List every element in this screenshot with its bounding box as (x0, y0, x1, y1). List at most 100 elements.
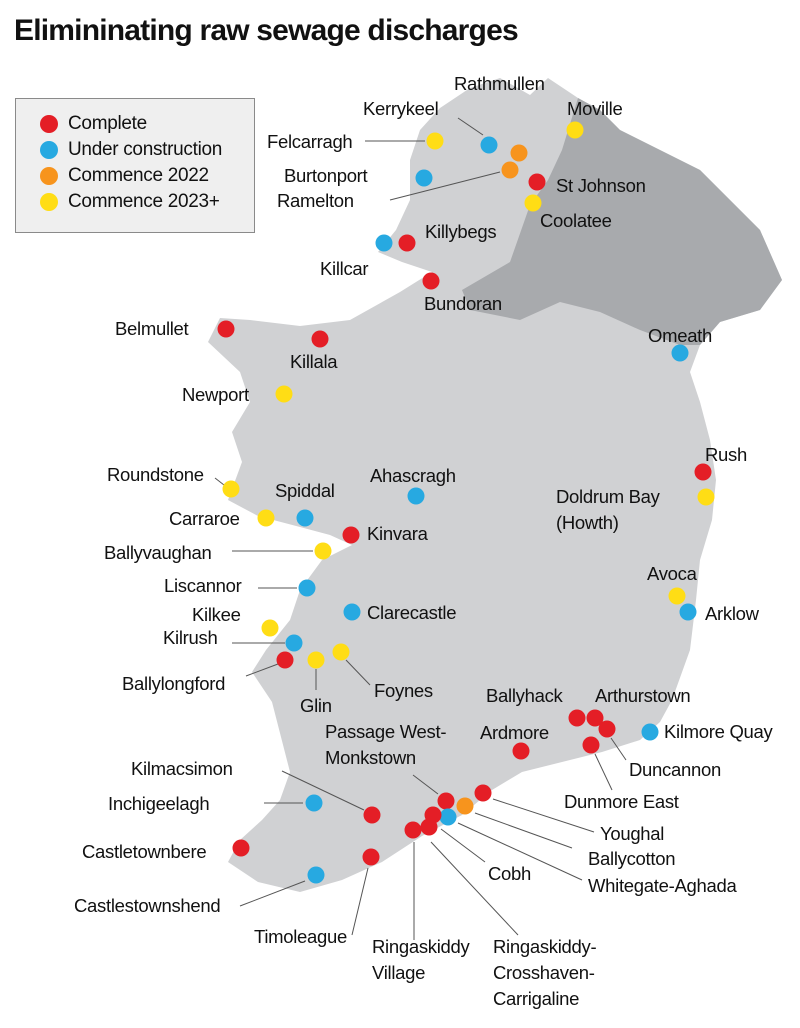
marker-ballyvaughan (314, 542, 332, 560)
label-killala: Killala (290, 351, 338, 372)
label-kilrush: Kilrush (163, 627, 217, 648)
label-line: Ballyhack (486, 685, 564, 706)
legend-label: Commence 2023+ (68, 191, 220, 212)
marker-coolatee (524, 194, 542, 212)
marker-ardmore (512, 742, 530, 760)
label-line: Glin (300, 695, 332, 716)
marker-ramelton (501, 161, 519, 179)
marker-doldrum-bay-howth (697, 488, 715, 506)
label-whitegate-aghada: Whitegate-Aghada (588, 875, 737, 896)
label-line: Foynes (374, 680, 433, 701)
marker-bundoran (422, 272, 440, 290)
marker-st-johnson (528, 173, 546, 191)
marker-newport (275, 385, 293, 403)
site-markers (217, 121, 715, 884)
marker-killala (311, 330, 329, 348)
marker-duncannon (598, 720, 616, 738)
label-bundoran: Bundoran (424, 293, 502, 314)
leader-line-ramelton (389, 171, 501, 201)
label-arthurstown: Arthurstown (595, 685, 690, 706)
leader-line-castlestownshend (239, 880, 306, 907)
label-kerrykeel: Kerrykeel (363, 98, 438, 119)
label-line: Felcarragh (267, 131, 352, 152)
label-passage-west-monkstown: Passage West- Monkstown (325, 721, 446, 768)
label-line: Castletownbere (82, 841, 206, 862)
label-line: Clarecastle (367, 602, 456, 623)
marker-roundstone (222, 480, 240, 498)
marker-kerrykeel (480, 136, 498, 154)
label-coolatee: Coolatee (540, 210, 612, 231)
label-line: Rush (705, 444, 747, 465)
label-rush: Rush (705, 444, 747, 465)
label-line: Cobh (488, 863, 531, 884)
label-moville: Moville (567, 98, 622, 119)
marker-arklow (679, 603, 697, 621)
label-kinvara: Kinvara (367, 523, 429, 544)
legend-label: Commence 2022 (68, 165, 209, 186)
label-line: Ardmore (480, 722, 549, 743)
leader-line-timoleague (351, 867, 369, 936)
label-spiddal: Spiddal (275, 480, 335, 501)
label-ringaskiddy-village: Ringaskiddy Village (372, 936, 471, 983)
label-line: Doldrum Bay (556, 486, 661, 507)
marker-inchigeelagh (305, 794, 323, 812)
label-line: Carrigaline (493, 988, 579, 1009)
marker-carraroe (257, 509, 275, 527)
page-title: Elimininating raw sewage discharges (14, 14, 519, 47)
label-ahascragh: Ahascragh (370, 465, 456, 486)
marker-rush (694, 463, 712, 481)
label-line: Ahascragh (370, 465, 456, 486)
label-line: Ballycotton (588, 848, 675, 869)
label-line: Dunmore East (564, 791, 679, 812)
label-line: Kilrush (163, 627, 217, 648)
marker-spiddal (296, 509, 314, 527)
label-line: Roundstone (107, 464, 204, 485)
label-ballyvaughan: Ballyvaughan (104, 542, 211, 563)
legend: Complete Under construction Commence 202… (15, 98, 255, 233)
marker-arthurstown (586, 709, 604, 727)
label-ardmore: Ardmore (480, 722, 549, 743)
label-st-johnson: St Johnson (556, 175, 646, 196)
label-line: Kilkee (192, 604, 241, 625)
label-ringaskiddy-crosshaven-carrigaline: Ringaskiddy- Crosshaven- Carrigaline (493, 936, 596, 1009)
leader-line-passage-west-monkstown (412, 774, 439, 795)
label-line: Avoca (647, 563, 698, 584)
leader-line-ringaskiddy-crosshaven-carrigaline (430, 841, 519, 936)
label-timoleague: Timoleague (254, 926, 347, 947)
label-carraroe: Carraroe (169, 508, 240, 529)
marker-youghal (474, 784, 492, 802)
label-line: Rathmullen (454, 73, 545, 94)
label-glin: Glin (300, 695, 332, 716)
label-line: Passage West- (325, 721, 446, 742)
legend-item-commence-2022: Commence 2022 (40, 163, 254, 189)
leader-line-ballylongford (245, 663, 279, 677)
label-line: Duncannon (629, 759, 721, 780)
label-line: Inchigeelagh (108, 793, 209, 814)
northern-ireland-region (462, 98, 782, 345)
marker-foynes (332, 643, 350, 661)
label-newport: Newport (182, 384, 249, 405)
label-foynes: Foynes (374, 680, 433, 701)
label-cobh: Cobh (488, 863, 531, 884)
label-clarecastle: Clarecastle (367, 602, 456, 623)
marker-ringaskiddy-crosshaven-carrigaline (420, 818, 438, 836)
marker-passage-west-monkstown (437, 792, 455, 810)
label-castlestownshend: Castlestownshend (74, 895, 220, 916)
label-rathmullen: Rathmullen (454, 73, 545, 94)
label-line: Killala (290, 351, 338, 372)
label-doldrum-bay-howth: Doldrum Bay (Howth) (556, 486, 661, 533)
label-line: Ramelton (277, 190, 354, 211)
marker-killybegs (398, 234, 416, 252)
marker-avoca (668, 587, 686, 605)
orange-dot-icon (40, 167, 58, 185)
label-line: Monkstown (325, 747, 416, 768)
marker-burtonport (415, 169, 433, 187)
legend-item-commence-2023: Commence 2023+ (40, 189, 254, 215)
label-line: Spiddal (275, 480, 335, 501)
site-labels: Rathmullen Kerrykeel Moville Felcarragh Burt… (74, 73, 774, 1009)
label-line: Liscannor (164, 575, 242, 596)
leader-line-dunmore-east (594, 753, 613, 791)
marker-killcar (375, 234, 393, 252)
marker-clarecastle (343, 603, 361, 621)
marker-ballycotton (456, 797, 474, 815)
